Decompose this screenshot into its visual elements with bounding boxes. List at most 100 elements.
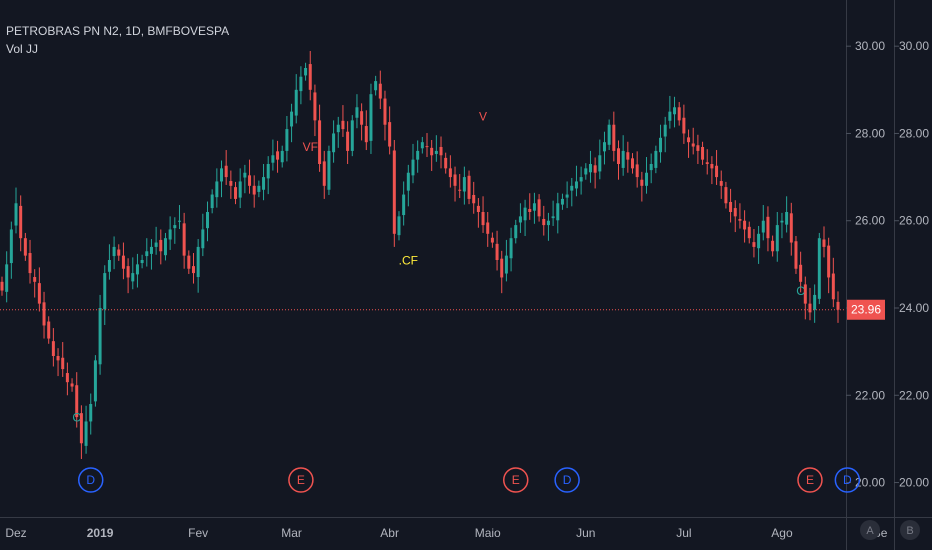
candle-body bbox=[243, 172, 247, 178]
candle-body bbox=[355, 107, 359, 118]
candle-body bbox=[140, 260, 144, 264]
candle-body bbox=[252, 185, 256, 195]
candle-body bbox=[532, 203, 536, 211]
candle-body bbox=[570, 185, 574, 191]
earnings-marker[interactable] bbox=[288, 467, 314, 493]
candle-body bbox=[224, 165, 228, 178]
candle-body bbox=[79, 413, 83, 444]
candle-body bbox=[107, 260, 111, 272]
candle-body bbox=[434, 150, 438, 154]
candle-body bbox=[486, 222, 490, 234]
candle-body bbox=[523, 207, 527, 221]
scale-mode-button[interactable] bbox=[860, 520, 880, 540]
candle-body bbox=[149, 246, 153, 254]
candle-body bbox=[831, 273, 835, 300]
candles bbox=[0, 50, 840, 459]
candle-body bbox=[808, 303, 812, 313]
candle-body bbox=[579, 177, 583, 182]
candle-body bbox=[481, 212, 485, 226]
candle-body bbox=[313, 92, 317, 121]
candle-body bbox=[276, 151, 280, 160]
price-scale-2-label: 30.00 bbox=[899, 39, 929, 53]
candle-body bbox=[495, 243, 499, 260]
dividend-marker[interactable] bbox=[834, 467, 861, 493]
candle-body bbox=[187, 255, 191, 269]
time-scale-label: Jul bbox=[676, 526, 691, 540]
candle-body bbox=[89, 404, 93, 422]
candle-body bbox=[490, 237, 494, 243]
indicator-title[interactable]: Vol JJ bbox=[6, 42, 39, 56]
candle-body bbox=[654, 150, 658, 168]
candle-body bbox=[813, 294, 817, 310]
dividend-marker[interactable] bbox=[77, 467, 104, 493]
candle-body bbox=[360, 111, 364, 125]
candle-body bbox=[37, 283, 41, 304]
symbol-title[interactable]: PETROBRAS PN N2, 1D, BMFBOVESPA bbox=[6, 24, 230, 38]
candle-body bbox=[458, 189, 462, 191]
candle-body bbox=[285, 129, 289, 151]
signal-annotation: .CF bbox=[399, 253, 418, 267]
candle-body bbox=[766, 216, 770, 239]
candle-body bbox=[65, 373, 69, 383]
earnings-marker[interactable] bbox=[797, 467, 823, 493]
candle-body bbox=[626, 152, 630, 160]
candle-body bbox=[262, 177, 266, 190]
price-scale-label: 20.00 bbox=[855, 476, 885, 490]
candle-body bbox=[341, 120, 345, 130]
candle-body bbox=[397, 216, 401, 236]
candle-body bbox=[607, 124, 611, 145]
candle-body bbox=[817, 238, 821, 299]
candle-body bbox=[738, 218, 742, 221]
candle-body bbox=[51, 341, 55, 356]
candle-body bbox=[210, 194, 214, 209]
event-marker-label: D bbox=[86, 473, 95, 487]
candle-body bbox=[93, 360, 97, 402]
candle-body bbox=[588, 164, 592, 173]
candle-body bbox=[752, 242, 756, 247]
candle-body bbox=[308, 64, 312, 90]
candle-body bbox=[705, 162, 709, 164]
candle-body bbox=[346, 131, 350, 151]
candle-body bbox=[388, 122, 392, 147]
candle-body bbox=[290, 111, 294, 127]
candle-body bbox=[696, 145, 700, 151]
candle-body bbox=[668, 111, 672, 121]
signal-annotation: V bbox=[479, 109, 487, 123]
candle-body bbox=[574, 181, 578, 189]
time-scale-label: Abr bbox=[380, 526, 399, 540]
candle-body bbox=[145, 251, 149, 257]
candle-body bbox=[724, 187, 728, 204]
candle-body bbox=[775, 225, 779, 252]
candle-body bbox=[364, 126, 368, 143]
candle-body bbox=[663, 124, 667, 137]
candle-body bbox=[785, 212, 789, 225]
candle-body bbox=[14, 203, 18, 226]
scale-mode-button[interactable] bbox=[900, 520, 920, 540]
candle-body bbox=[780, 220, 784, 223]
candle-body bbox=[640, 179, 644, 186]
candle-body bbox=[173, 225, 177, 229]
candle-body bbox=[635, 164, 639, 178]
candle-body bbox=[28, 253, 32, 274]
candle-body bbox=[103, 273, 107, 310]
chart-legend: PETROBRAS PN N2, 1D, BMFBOVESPA Vol JJ bbox=[6, 22, 229, 58]
candle-body bbox=[448, 168, 452, 178]
earnings-marker[interactable] bbox=[502, 467, 529, 493]
candle-body bbox=[75, 385, 79, 418]
candle-body bbox=[500, 258, 504, 278]
signal-annotation: C bbox=[72, 410, 81, 424]
candle-body bbox=[673, 107, 677, 115]
time-scale-label: 2019 bbox=[87, 526, 114, 540]
time-scale-label: Jun bbox=[576, 526, 595, 540]
candle-body bbox=[430, 147, 434, 156]
candle-body bbox=[196, 246, 200, 278]
candle-body bbox=[9, 229, 13, 264]
candle-body bbox=[560, 198, 564, 205]
candle-body bbox=[621, 150, 625, 168]
dividend-marker[interactable] bbox=[554, 467, 580, 493]
candle-body bbox=[444, 157, 448, 169]
candle-body bbox=[383, 98, 387, 125]
candle-body bbox=[304, 68, 308, 76]
